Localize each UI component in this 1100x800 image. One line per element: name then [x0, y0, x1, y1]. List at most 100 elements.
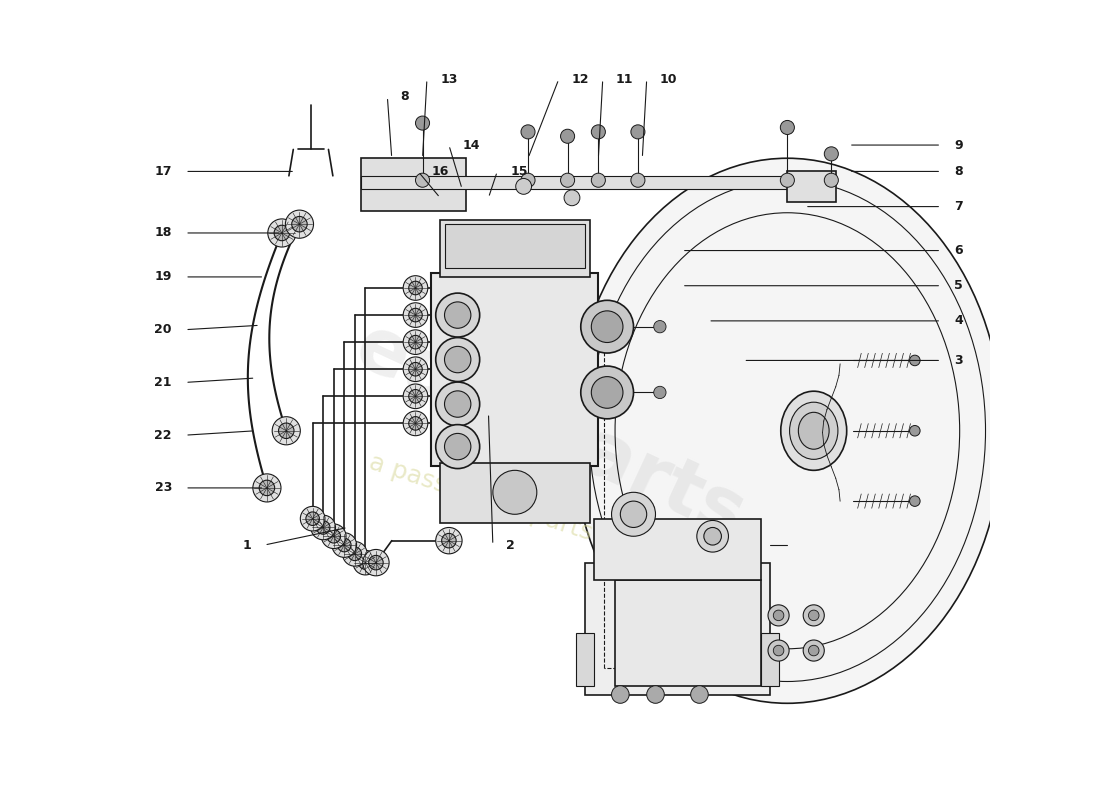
- Text: 8: 8: [955, 165, 962, 178]
- Circle shape: [353, 550, 377, 575]
- Circle shape: [910, 496, 920, 506]
- Circle shape: [404, 357, 428, 382]
- Circle shape: [436, 382, 480, 426]
- Ellipse shape: [572, 158, 1003, 703]
- Circle shape: [780, 173, 794, 187]
- Circle shape: [444, 434, 471, 460]
- Circle shape: [824, 147, 838, 161]
- Bar: [361, 158, 466, 211]
- Circle shape: [561, 130, 574, 143]
- Circle shape: [416, 116, 430, 130]
- Circle shape: [564, 190, 580, 206]
- Text: 21: 21: [154, 376, 172, 389]
- Bar: [615, 580, 761, 686]
- Circle shape: [274, 226, 289, 241]
- Circle shape: [363, 550, 389, 576]
- Text: 17: 17: [154, 165, 172, 178]
- Circle shape: [824, 173, 838, 187]
- Circle shape: [306, 512, 319, 526]
- Circle shape: [516, 178, 531, 194]
- Text: 11: 11: [616, 73, 634, 86]
- Text: 13: 13: [440, 73, 458, 86]
- Bar: [761, 633, 779, 686]
- Ellipse shape: [799, 412, 829, 450]
- Text: euroParts: euroParts: [343, 310, 757, 554]
- Circle shape: [260, 480, 275, 496]
- Circle shape: [278, 423, 294, 438]
- Circle shape: [592, 125, 605, 139]
- Circle shape: [404, 384, 428, 409]
- Text: 9: 9: [955, 138, 962, 151]
- Circle shape: [647, 686, 664, 703]
- Text: 2: 2: [506, 538, 515, 551]
- Text: 10: 10: [660, 73, 678, 86]
- Bar: [576, 633, 594, 686]
- Text: 12: 12: [572, 73, 590, 86]
- Circle shape: [404, 276, 428, 300]
- Circle shape: [436, 338, 480, 382]
- Circle shape: [444, 391, 471, 418]
- Circle shape: [631, 125, 645, 139]
- Circle shape: [444, 346, 471, 373]
- Circle shape: [768, 640, 789, 661]
- Circle shape: [317, 521, 330, 534]
- Circle shape: [592, 311, 623, 342]
- Ellipse shape: [790, 402, 838, 459]
- Circle shape: [773, 646, 784, 656]
- Text: 5: 5: [955, 279, 964, 292]
- Text: 4: 4: [955, 314, 964, 327]
- Circle shape: [441, 534, 456, 548]
- Text: 8: 8: [400, 90, 409, 103]
- Circle shape: [592, 173, 605, 187]
- Circle shape: [436, 527, 462, 554]
- Circle shape: [521, 173, 535, 187]
- Text: 16: 16: [431, 165, 449, 178]
- Bar: [444, 224, 585, 268]
- Circle shape: [581, 366, 634, 419]
- Circle shape: [612, 686, 629, 703]
- Circle shape: [409, 417, 422, 430]
- Bar: [585, 562, 770, 694]
- Circle shape: [910, 426, 920, 436]
- Circle shape: [780, 121, 794, 134]
- Circle shape: [803, 605, 824, 626]
- Circle shape: [808, 646, 820, 656]
- Circle shape: [704, 527, 722, 545]
- Circle shape: [338, 538, 351, 552]
- Circle shape: [409, 362, 422, 376]
- Circle shape: [521, 125, 535, 139]
- Circle shape: [332, 533, 356, 558]
- Text: a passion for parts since 1998: a passion for parts since 1998: [366, 450, 734, 590]
- Bar: [431, 273, 598, 466]
- Circle shape: [342, 542, 367, 566]
- Circle shape: [292, 217, 307, 232]
- Circle shape: [444, 302, 471, 328]
- Circle shape: [612, 492, 656, 536]
- Text: 22: 22: [154, 429, 172, 442]
- Circle shape: [348, 547, 362, 561]
- Circle shape: [300, 506, 324, 531]
- Circle shape: [696, 521, 728, 552]
- Circle shape: [368, 555, 383, 570]
- Circle shape: [267, 219, 296, 247]
- Circle shape: [416, 173, 430, 187]
- Circle shape: [409, 390, 422, 403]
- Circle shape: [404, 302, 428, 327]
- Circle shape: [311, 515, 336, 540]
- Text: 18: 18: [155, 226, 172, 239]
- Circle shape: [327, 530, 341, 543]
- Circle shape: [773, 610, 784, 621]
- Text: 15: 15: [510, 165, 528, 178]
- Circle shape: [561, 173, 574, 187]
- Circle shape: [768, 605, 789, 626]
- Circle shape: [409, 282, 422, 294]
- Circle shape: [620, 501, 647, 527]
- Circle shape: [285, 210, 314, 238]
- Circle shape: [808, 610, 820, 621]
- Circle shape: [691, 686, 708, 703]
- Circle shape: [653, 321, 666, 333]
- Circle shape: [803, 640, 824, 661]
- Text: 19: 19: [155, 270, 172, 283]
- Circle shape: [253, 474, 280, 502]
- Circle shape: [493, 470, 537, 514]
